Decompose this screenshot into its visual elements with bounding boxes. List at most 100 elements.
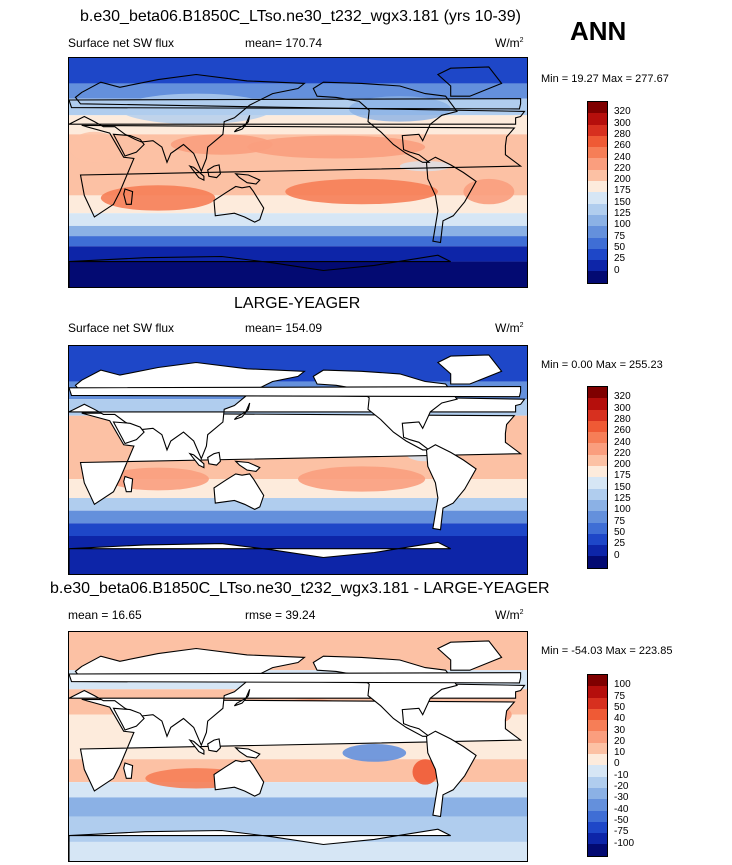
colorbar-tick-label: 320 — [614, 106, 631, 118]
colorbar-tick-label: 75 — [614, 515, 626, 527]
colorbar-tick-label: 125 — [614, 493, 631, 504]
coastline — [207, 164, 221, 179]
coastline — [234, 747, 261, 759]
colorbar-segment — [588, 237, 607, 249]
colorbar-segment — [588, 799, 607, 811]
colorbar-segment — [588, 511, 607, 523]
colorbar-segment — [588, 192, 607, 204]
colorbar-segment — [588, 260, 607, 272]
colorbar-tick-label: 30 — [614, 724, 626, 736]
colorbar-tick-label: 300 — [614, 402, 631, 414]
colorbar-tick-label: -50 — [614, 814, 629, 826]
coastline — [112, 421, 145, 445]
field-band — [69, 213, 527, 226]
colorbar-tick-label: 175 — [614, 185, 631, 197]
colorbar-segment — [588, 466, 607, 478]
panel3-map — [68, 631, 528, 862]
field-blob — [412, 759, 438, 785]
colorbar-tick-label: 50 — [614, 701, 626, 713]
colorbar-segment — [588, 113, 607, 125]
colorbar-segment — [588, 147, 607, 159]
coastline — [69, 361, 526, 461]
colorbar-segment — [588, 248, 607, 261]
colorbar-tick-label: -40 — [614, 803, 629, 815]
colorbar-segment — [588, 754, 607, 766]
colorbar-segment — [588, 398, 607, 410]
panel3-mean-label: mean = 16.65 — [68, 608, 142, 622]
field-blob — [285, 178, 438, 205]
colorbar-segment — [588, 420, 607, 433]
colorbar-segment — [588, 776, 607, 788]
panel2-title: LARGE-YEAGER — [234, 295, 361, 312]
panel3-minmax: Min = -54.03 Max = 223.85 — [541, 645, 673, 657]
colorbar-segment — [588, 409, 607, 421]
coastline — [234, 689, 251, 707]
colorbar-tick-label: 200 — [614, 174, 631, 186]
colorbar-segment — [588, 135, 607, 148]
colorbar-tick-label: 320 — [614, 391, 631, 403]
colorbar-segment — [588, 271, 607, 283]
coastline — [123, 188, 134, 205]
coastline — [207, 738, 221, 753]
colorbar-tick-label: -100 — [614, 837, 635, 849]
colorbar-tick-label: 150 — [614, 196, 631, 208]
colorbar-tick-label: 280 — [614, 413, 631, 425]
field-blob — [170, 134, 273, 155]
colorbar-segment — [588, 697, 607, 709]
panel2-variable-label: Surface net SW flux — [68, 321, 175, 335]
colorbar-segment — [588, 124, 607, 136]
field-band — [69, 536, 527, 574]
colorbar-tick-label: 260 — [614, 140, 631, 152]
colorbar-tick-label: 0 — [614, 758, 620, 770]
colorbar-segment — [588, 443, 607, 455]
field-band — [69, 841, 527, 861]
colorbar-segment — [588, 522, 607, 534]
coastline — [188, 164, 205, 181]
coastline — [69, 98, 522, 110]
colorbar-tick-label: 220 — [614, 447, 631, 459]
coastline — [207, 451, 221, 466]
colorbar-tick-label: 100 — [614, 504, 631, 516]
colorbar-tick-label: 240 — [614, 151, 631, 163]
colorbar-tick-label: 175 — [614, 470, 631, 482]
colorbar-segment — [588, 833, 607, 845]
field-blob — [107, 467, 209, 491]
colorbar-tick-label: 240 — [614, 436, 631, 448]
colorbar-segment — [588, 675, 607, 687]
colorbar-segment — [588, 158, 607, 170]
colorbar-segment — [588, 214, 607, 227]
colorbar-segment — [588, 477, 607, 489]
panel1-units-label: W/m2 — [495, 36, 524, 50]
colorbar-tick-label: 100 — [614, 679, 631, 691]
colorbar-tick-label: 220 — [614, 162, 631, 174]
colorbar-tick-label: 75 — [614, 690, 626, 702]
colorbar-tick-label: 200 — [614, 459, 631, 471]
panel1-mean-label: mean= 170.74 — [245, 36, 323, 50]
colorbar-tick-label: 25 — [614, 253, 626, 265]
coastline — [436, 640, 503, 671]
field-band — [69, 510, 527, 524]
coastline — [213, 473, 265, 511]
colorbar-segment — [588, 708, 607, 721]
colorbar-tick-label: 0 — [614, 549, 620, 561]
colorbar-tick-label: 75 — [614, 230, 626, 242]
colorbar-tick-label: 20 — [614, 735, 626, 747]
panel2-colorbar — [587, 386, 608, 569]
coastline — [112, 707, 145, 731]
field-band — [69, 58, 527, 84]
coastline — [213, 185, 265, 223]
field-band — [69, 498, 527, 511]
colorbar-tick-label: -75 — [614, 826, 629, 838]
coastline — [123, 475, 134, 493]
colorbar-tick-label: 125 — [614, 208, 631, 219]
coastline — [188, 452, 205, 469]
panel2-map — [68, 345, 528, 575]
field-blob — [69, 131, 120, 163]
colorbar-segment — [588, 432, 607, 444]
coastline — [69, 647, 526, 747]
field-band — [69, 246, 527, 262]
colorbar-segment — [588, 545, 607, 557]
colorbar-segment — [588, 226, 607, 238]
coastline — [69, 385, 522, 398]
coastline — [188, 738, 205, 755]
